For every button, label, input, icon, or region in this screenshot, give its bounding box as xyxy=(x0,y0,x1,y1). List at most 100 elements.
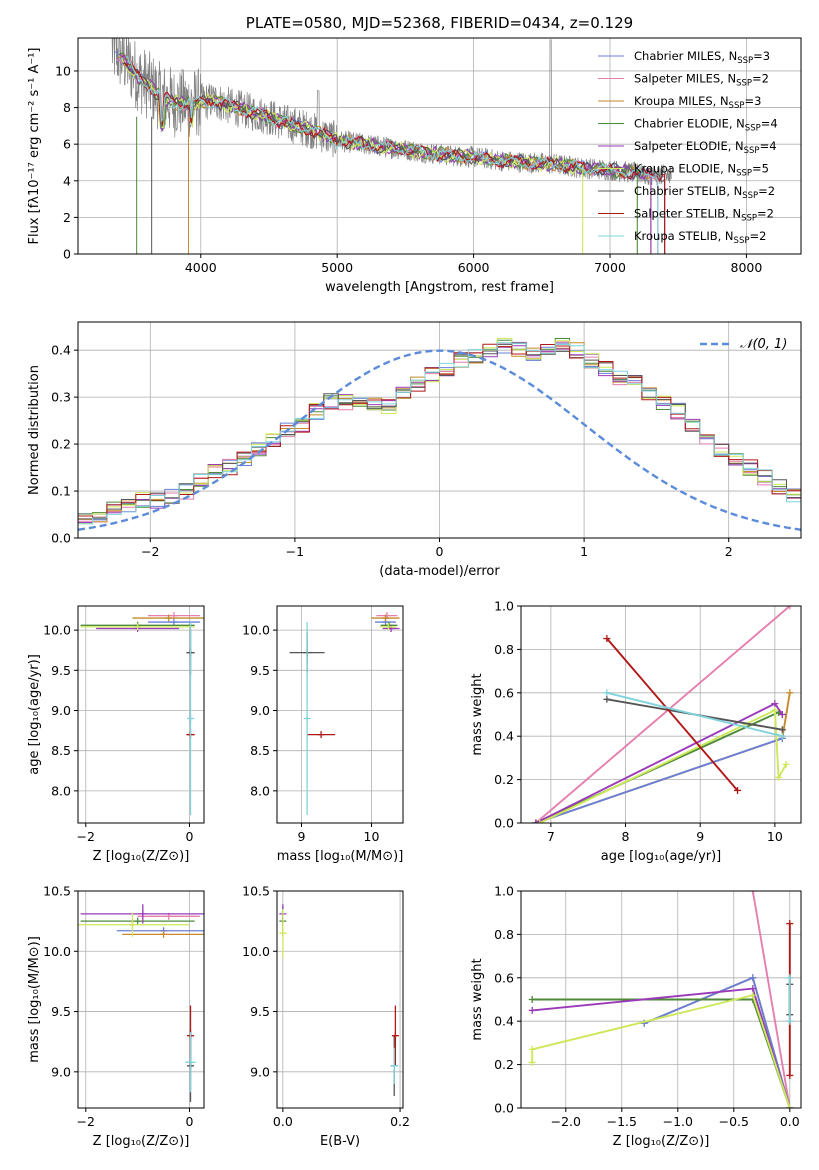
legend-entry-kroupa_stelib: Kroupa STELIB, NSSP=2 xyxy=(634,229,766,246)
weight-point-salpeter_miles xyxy=(749,891,757,895)
point-kroupa_miles xyxy=(160,930,168,938)
weight-point-chabrier_elodie xyxy=(528,996,536,1003)
y-tick-label: 9.5 xyxy=(250,663,270,678)
y-tick-label: 10.0 xyxy=(43,623,71,638)
y-tick-label: 10.0 xyxy=(242,944,270,959)
point-kroupa_miles xyxy=(382,614,389,622)
y-tick-label: 0.2 xyxy=(51,437,71,452)
axes-frame xyxy=(77,890,205,1109)
weight-point-salpeter_stelib xyxy=(734,786,742,794)
panel-mass_vs_Z: −2 0 9.0 9.5 10.0 10.5 Z [log₁₀(Z/Z⊙)] mass [lo… xyxy=(27,884,205,1149)
y-tick-label: 0.1 xyxy=(51,484,71,499)
plot-area-residuals xyxy=(78,337,801,531)
panel-weight_vs_Z: −2.0 −1.5 −1.0 −0.5 0.0 0.0 0.2 0.4 0.6 0.8 1.0 Z [… xyxy=(470,884,802,1149)
y-tick-label: 9.0 xyxy=(51,703,71,718)
x-tick-label: −1.0 xyxy=(663,1114,693,1129)
y-tick-label: 9.0 xyxy=(51,1064,71,1079)
axes-frame xyxy=(276,605,404,824)
y-tick-label: 8.5 xyxy=(51,743,71,758)
weight-point-kroupa_miles xyxy=(786,689,794,697)
y-tick-label: 4 xyxy=(63,173,71,188)
legend-entry-gaussian: 𝒩(0, 1) xyxy=(740,337,787,352)
point-kroupa_elodie xyxy=(128,921,136,929)
point-kroupa_stelib xyxy=(390,1062,398,1070)
y-tick-label: 9.0 xyxy=(250,703,270,718)
x-tick-label: 0.0 xyxy=(273,1114,293,1129)
x-tick-label: 0 xyxy=(186,829,194,844)
y-tick-label: 9.5 xyxy=(51,1004,71,1019)
x-tick-label: −2.0 xyxy=(551,1114,581,1129)
weight-point-kroupa_stelib xyxy=(778,732,786,740)
plot-area-age_vs_Z xyxy=(80,612,204,815)
y-tick-label: 0.6 xyxy=(494,685,514,700)
y-tick-label: 8.5 xyxy=(250,743,270,758)
weight-point-chabrier_miles xyxy=(749,974,757,982)
x-tick-label: −0.5 xyxy=(719,1114,749,1129)
legend-entry-chabrier_elodie: Chabrier ELODIE, NSSP=4 xyxy=(634,117,778,134)
x-tick-label: 2 xyxy=(725,544,733,559)
panel-mass_vs_ebv: 0.0 0.2 9.0 9.5 10.0 10.5 E(B-V) xyxy=(242,884,410,1150)
y-tick-label: 0 xyxy=(63,247,71,262)
x-tick-label: 6000 xyxy=(458,260,490,275)
weight-point-kroupa_elodie xyxy=(528,1045,536,1053)
x-tick-label: 4000 xyxy=(185,260,217,275)
x-tick-label: 0 xyxy=(436,544,444,559)
plot-area-weight_vs_age xyxy=(532,606,794,823)
x-tick-label: −2 xyxy=(141,544,159,559)
weight-point-salpeter_stelib xyxy=(786,920,794,928)
weight-line-salpeter_stelib xyxy=(606,637,739,792)
y-tick-label: 10.0 xyxy=(242,623,270,638)
point-salpeter_stelib xyxy=(391,1032,399,1040)
y-tick-label: 0.0 xyxy=(51,531,71,546)
point-kroupa_elodie xyxy=(134,623,142,631)
y-tick-label: 10.5 xyxy=(43,884,71,899)
y-tick-label: 9.5 xyxy=(51,663,71,678)
axes-frame xyxy=(77,605,205,824)
point-salpeter_stelib xyxy=(317,731,325,739)
weight-line-kroupa_elodie xyxy=(531,994,791,1108)
point-kroupa_stelib xyxy=(303,715,311,723)
weight-point-chabrier_stelib xyxy=(603,695,611,703)
y-tick-label: 10.5 xyxy=(242,884,270,899)
legend-entry-kroupa_miles: Kroupa MILES, NSSP=3 xyxy=(634,94,761,111)
point-chabrier_elodie xyxy=(134,917,142,925)
weight-point-salpeter_elodie xyxy=(771,700,779,708)
y-tick-label: 9.5 xyxy=(250,1004,270,1019)
x-axis-label: age [log₁₀(age/yr)] xyxy=(601,849,722,864)
point-kroupa_elodie xyxy=(384,623,392,631)
plot-area-mass_vs_Z xyxy=(78,904,204,1102)
legend-entry-salpeter_miles: Salpeter MILES, NSSP=2 xyxy=(634,72,769,89)
weight-line-kroupa_elodie xyxy=(539,708,787,823)
x-tick-label: 7 xyxy=(547,829,555,844)
weight-point-salpeter_elodie xyxy=(528,1006,536,1014)
weight-line-salpeter_miles xyxy=(751,891,791,1108)
x-tick-label: 7000 xyxy=(594,260,626,275)
y-axis-label: Normed distribution xyxy=(27,365,42,495)
x-axis-label: Z [log₁₀(Z/Z⊙)] xyxy=(93,1134,190,1149)
x-tick-label: 9 xyxy=(696,829,704,844)
x-tick-label: −2 xyxy=(77,829,95,844)
panel-spectrum: 4000 5000 6000 7000 8000 0 2 4 6 8 10 wavelength [A… xyxy=(27,14,802,295)
y-tick-label: 0.8 xyxy=(494,642,514,657)
weight-point-kroupa_stelib xyxy=(603,689,611,697)
axes-frame xyxy=(520,890,802,1109)
y-tick-label: 10.0 xyxy=(43,944,71,959)
y-tick-label: 0.3 xyxy=(51,390,71,405)
point-salpeter_elodie xyxy=(139,910,147,918)
axes-frame xyxy=(77,37,802,255)
plot-area-mass_vs_ebv xyxy=(279,904,399,1096)
y-tick-label: 10 xyxy=(55,63,71,78)
x-tick-label: 8000 xyxy=(731,260,763,275)
x-axis-label: wavelength [Angstrom, rest frame] xyxy=(325,280,554,295)
y-tick-label: 0.4 xyxy=(51,343,71,358)
weight-line-salpeter_miles xyxy=(535,606,791,823)
weight-point-kroupa_elodie xyxy=(771,706,779,714)
weight-point-kroupa_elodie xyxy=(775,773,783,781)
point-kroupa_stelib xyxy=(187,1058,195,1066)
point-chabrier_miles xyxy=(170,618,178,626)
panel-residuals: −2 −1 0 1 2 0.0 0.1 0.2 0.3 0.4 (data-model)/error… xyxy=(27,321,802,579)
y-tick-label: 0.2 xyxy=(494,1057,514,1072)
plot-area-spectrum xyxy=(111,38,672,254)
legend: 𝒩(0, 1) xyxy=(700,337,787,352)
